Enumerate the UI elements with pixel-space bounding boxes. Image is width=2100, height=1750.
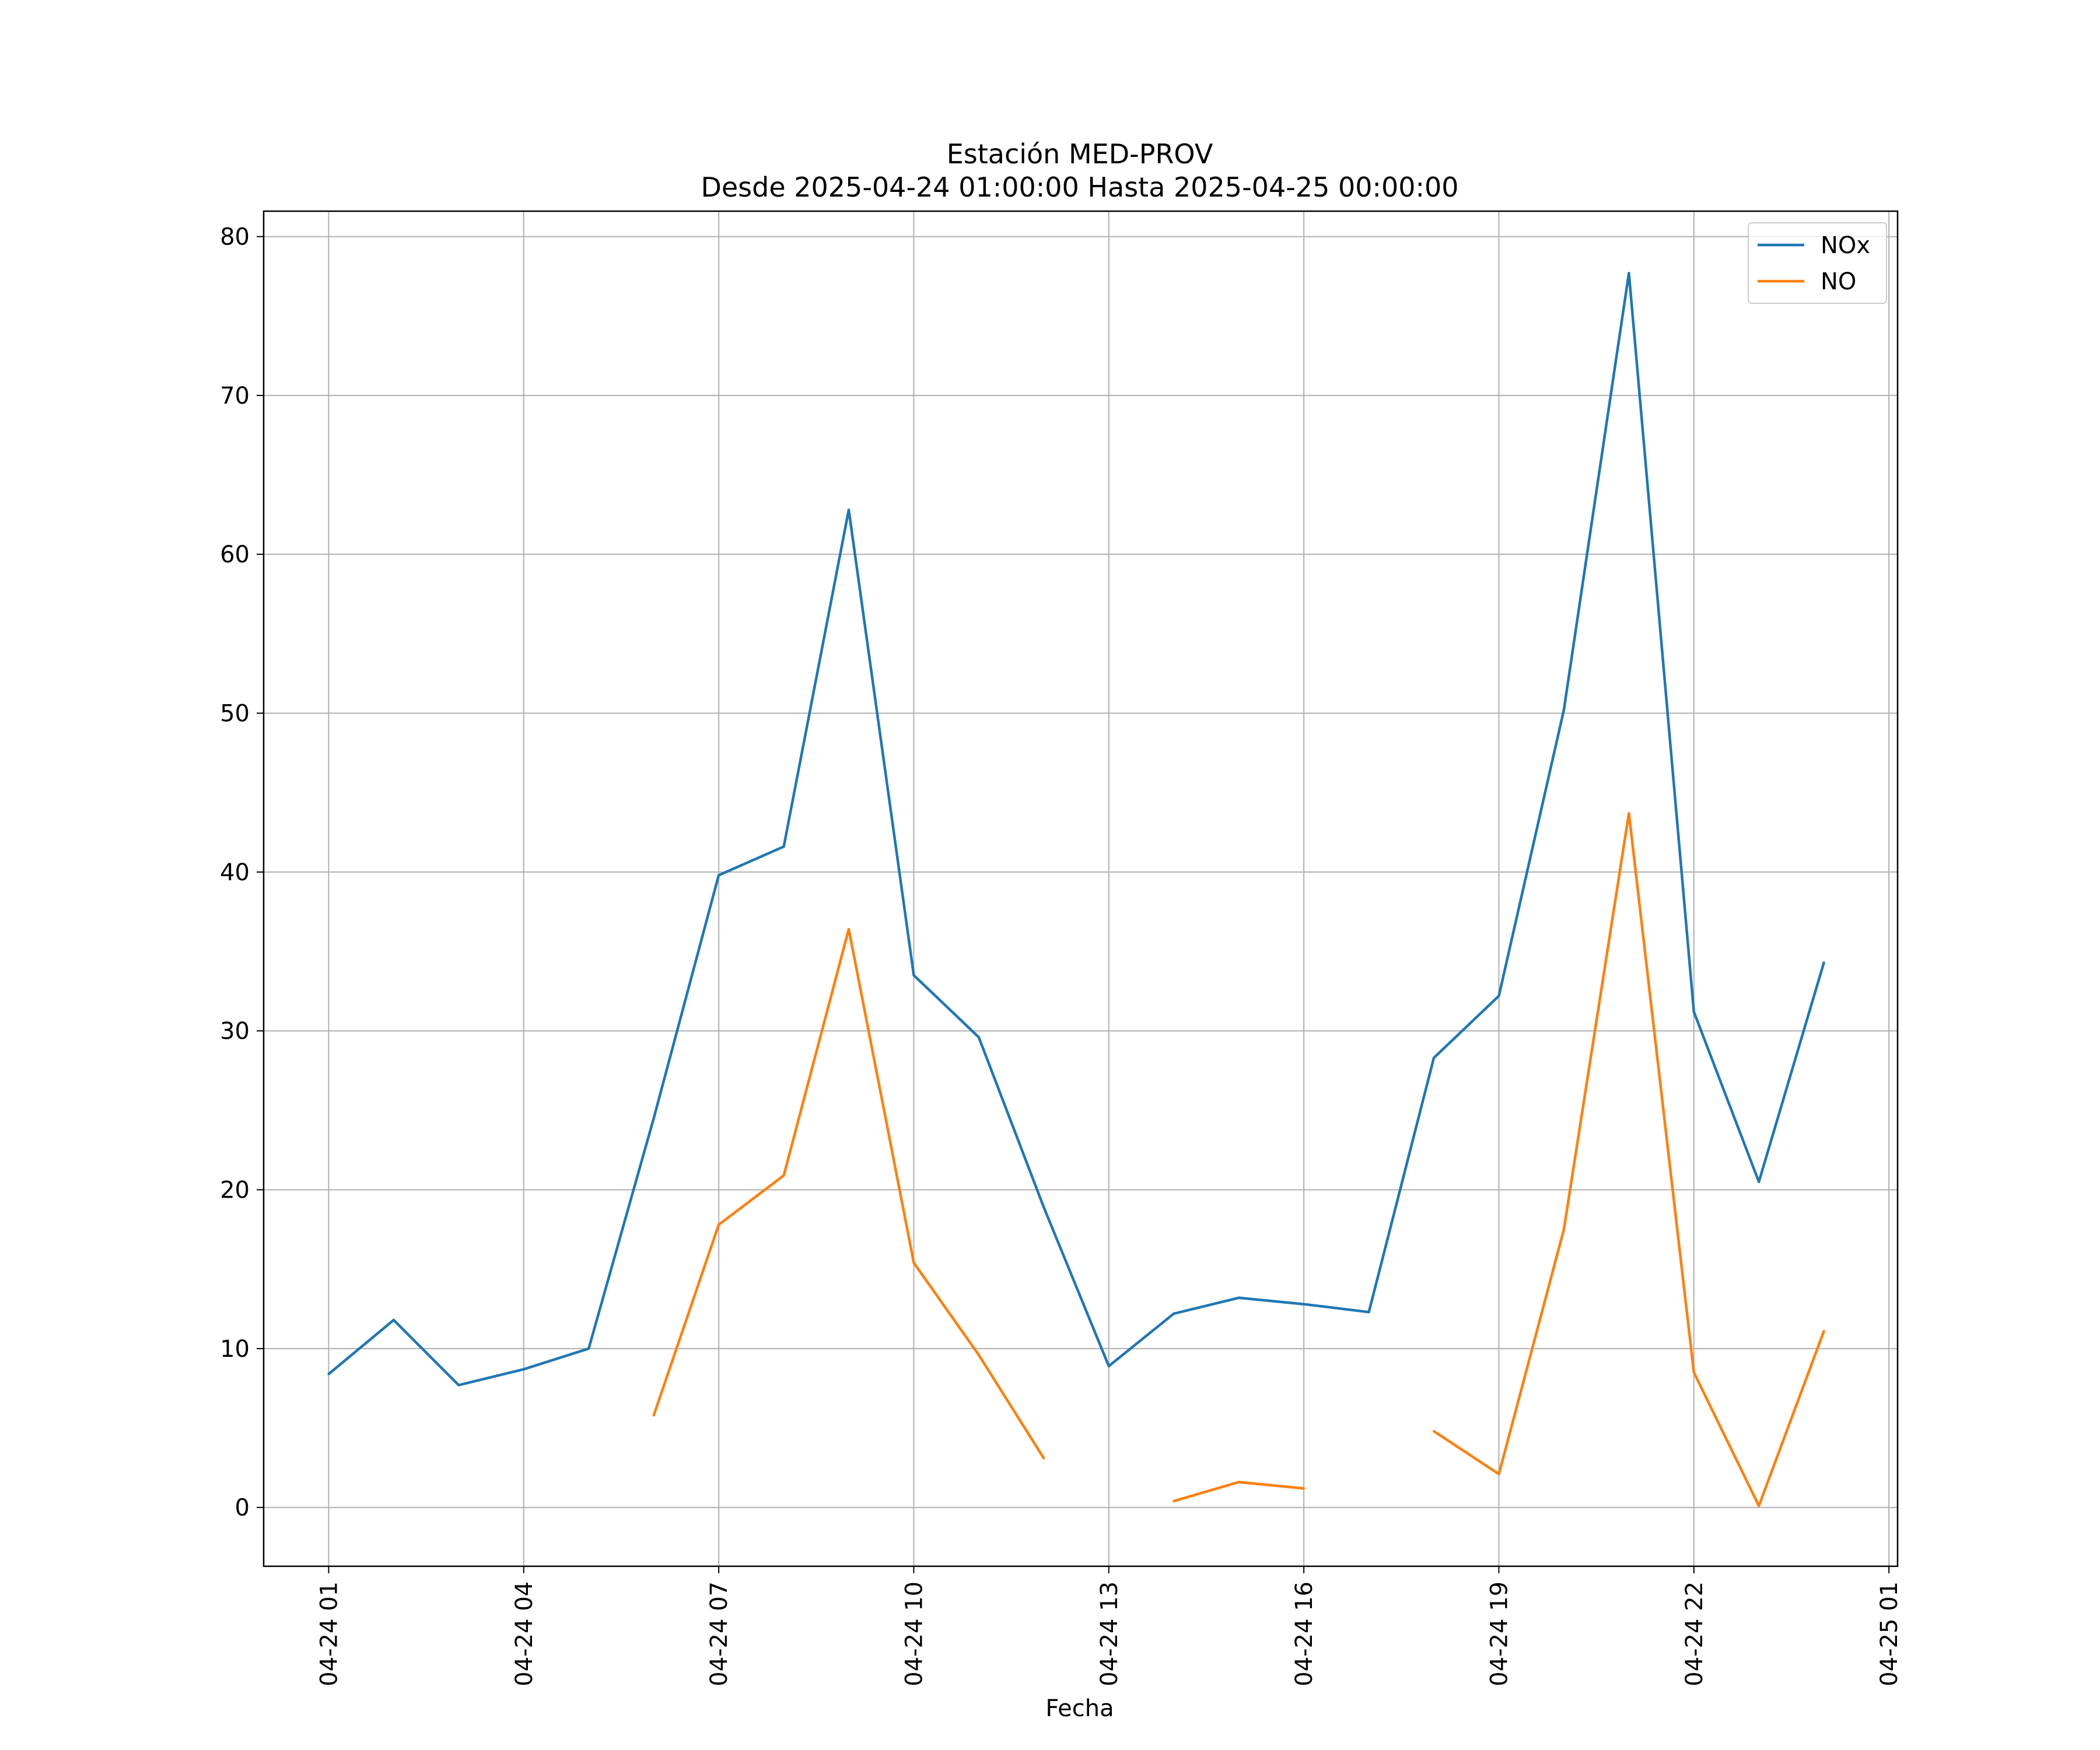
legend: NOx NO: [1748, 222, 1887, 304]
y-tick-label: 10: [220, 1336, 250, 1363]
y-tick-label: 30: [220, 1018, 250, 1045]
x-tick-label: 04-24 13: [1096, 1581, 1123, 1686]
y-tick-label: 0: [235, 1494, 250, 1521]
x-tick-label: 04-25 01: [1876, 1581, 1903, 1686]
x-axis: 04-24 01 04-24 04 04-24 07 04-24 10 04-24 13…: [316, 1566, 1903, 1686]
y-tick-label: 70: [220, 383, 250, 410]
series-line-no: [652, 811, 1825, 1507]
x-tick-label: 04-24 19: [1486, 1581, 1513, 1686]
y-tick-label: 40: [220, 859, 250, 886]
x-tick-label: 04-24 01: [316, 1581, 342, 1686]
x-tick-label: 04-24 07: [706, 1581, 733, 1686]
chart-title: Estación MED-PROV: [947, 138, 1213, 170]
series-nox: [327, 271, 1825, 1387]
chart-subtitle: Desde 2025-04-24 01:00:00 Hasta 2025-04-…: [701, 172, 1458, 203]
plot-area-frame: [262, 210, 1899, 1567]
y-tick-label: 60: [220, 541, 250, 568]
y-tick-label: 50: [220, 701, 250, 727]
x-tick-label: 04-24 22: [1681, 1581, 1708, 1686]
x-axis-label: Fecha: [1045, 1695, 1114, 1722]
y-axis: 0 10 20 30 40 50 60 70 80: [220, 224, 264, 1521]
series-no: [652, 811, 1825, 1507]
x-tick-label: 04-24 16: [1291, 1581, 1318, 1686]
series-lines: [327, 271, 1825, 1507]
y-tick-label: 80: [220, 224, 250, 251]
y-tick-label: 20: [220, 1177, 250, 1204]
x-tick-label: 04-24 04: [511, 1581, 538, 1686]
legend-label-no: NO: [1821, 268, 1856, 295]
legend-box: [1748, 222, 1887, 304]
grid: [264, 211, 1898, 1566]
x-tick-label: 04-24 10: [901, 1581, 928, 1686]
series-line-nox: [327, 271, 1825, 1387]
legend-label-nox: NOx: [1821, 232, 1870, 259]
